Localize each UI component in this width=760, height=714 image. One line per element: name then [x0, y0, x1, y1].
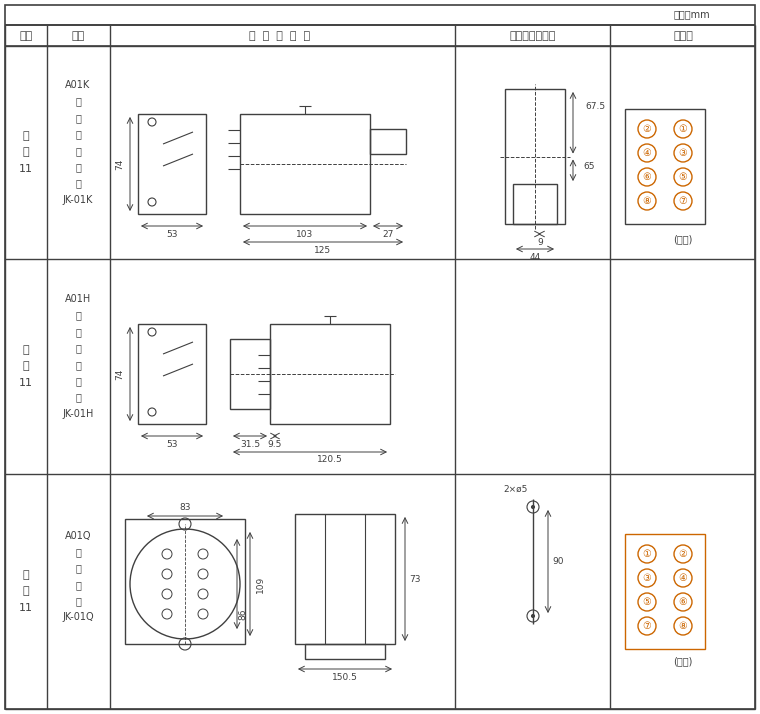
- Text: 120.5: 120.5: [317, 456, 343, 465]
- Text: 86: 86: [239, 608, 248, 620]
- Bar: [240, 114, 370, 214]
- Bar: [230, 339, 270, 409]
- Text: ②: ②: [679, 549, 687, 559]
- Text: 31.5: 31.5: [240, 440, 260, 448]
- Bar: [138, 114, 206, 214]
- Bar: [370, 129, 406, 154]
- Text: 27: 27: [382, 229, 394, 238]
- Text: 图号: 图号: [19, 31, 33, 41]
- Text: ⑤: ⑤: [679, 172, 687, 182]
- Text: ①: ①: [643, 549, 651, 559]
- Bar: [625, 109, 705, 224]
- Text: 9: 9: [537, 238, 543, 246]
- Bar: [625, 534, 705, 649]
- Text: 83: 83: [179, 503, 191, 513]
- Text: 53: 53: [166, 229, 178, 238]
- Bar: [505, 89, 565, 224]
- Text: 附
图
11: 附 图 11: [19, 570, 33, 613]
- Text: 9.5: 9.5: [268, 440, 282, 448]
- Text: 附
图
11: 附 图 11: [19, 345, 33, 388]
- Text: (前视): (前视): [673, 656, 692, 666]
- Circle shape: [531, 615, 534, 618]
- Text: A01H
凸
出
板
后
接
线
JK-01H: A01H 凸 出 板 后 接 线 JK-01H: [62, 294, 93, 419]
- Text: A01K
嵌
入
式
后
接
线
JK-01K: A01K 嵌 入 式 后 接 线 JK-01K: [63, 80, 93, 205]
- Text: 125: 125: [315, 246, 331, 254]
- Text: 附
图
11: 附 图 11: [19, 131, 33, 174]
- Text: ①: ①: [679, 124, 687, 134]
- Text: 73: 73: [409, 575, 421, 583]
- Text: (背视): (背视): [673, 234, 692, 244]
- Text: 90: 90: [553, 557, 564, 566]
- Text: ③: ③: [643, 573, 651, 583]
- Text: ⑦: ⑦: [679, 196, 687, 206]
- Text: ⑥: ⑥: [643, 172, 651, 182]
- Text: ⑥: ⑥: [679, 597, 687, 607]
- Bar: [138, 324, 206, 424]
- Text: ⑧: ⑧: [643, 196, 651, 206]
- Text: 150.5: 150.5: [332, 673, 358, 681]
- Text: ④: ④: [679, 573, 687, 583]
- Text: 65: 65: [583, 162, 594, 171]
- Text: ③: ③: [679, 148, 687, 158]
- Text: 67.5: 67.5: [585, 101, 605, 111]
- Text: 74: 74: [116, 159, 125, 170]
- Text: 44: 44: [530, 253, 540, 261]
- Circle shape: [531, 506, 534, 508]
- Text: ④: ④: [643, 148, 651, 158]
- Text: ②: ②: [643, 124, 651, 134]
- Text: ⑧: ⑧: [679, 621, 687, 631]
- Text: 53: 53: [166, 440, 178, 448]
- Bar: [295, 514, 395, 644]
- Text: 外  形  尺  寸  图: 外 形 尺 寸 图: [249, 31, 311, 41]
- Bar: [305, 644, 385, 659]
- Text: 安装开孔尺寸图: 安装开孔尺寸图: [510, 31, 556, 41]
- Text: A01Q
板
前
接
线
JK-01Q: A01Q 板 前 接 线 JK-01Q: [62, 531, 93, 623]
- Text: ⑦: ⑦: [643, 621, 651, 631]
- Text: 74: 74: [116, 368, 125, 380]
- Bar: [270, 324, 390, 424]
- Text: 端子图: 端子图: [673, 31, 693, 41]
- Text: ⑤: ⑤: [643, 597, 651, 607]
- Text: 结构: 结构: [71, 31, 84, 41]
- Text: 103: 103: [296, 229, 314, 238]
- Text: 2×ø5: 2×ø5: [503, 485, 527, 493]
- Text: 109: 109: [255, 575, 264, 593]
- Bar: [125, 519, 245, 644]
- Bar: [513, 184, 557, 224]
- Text: 单位：mm: 单位：mm: [673, 9, 710, 19]
